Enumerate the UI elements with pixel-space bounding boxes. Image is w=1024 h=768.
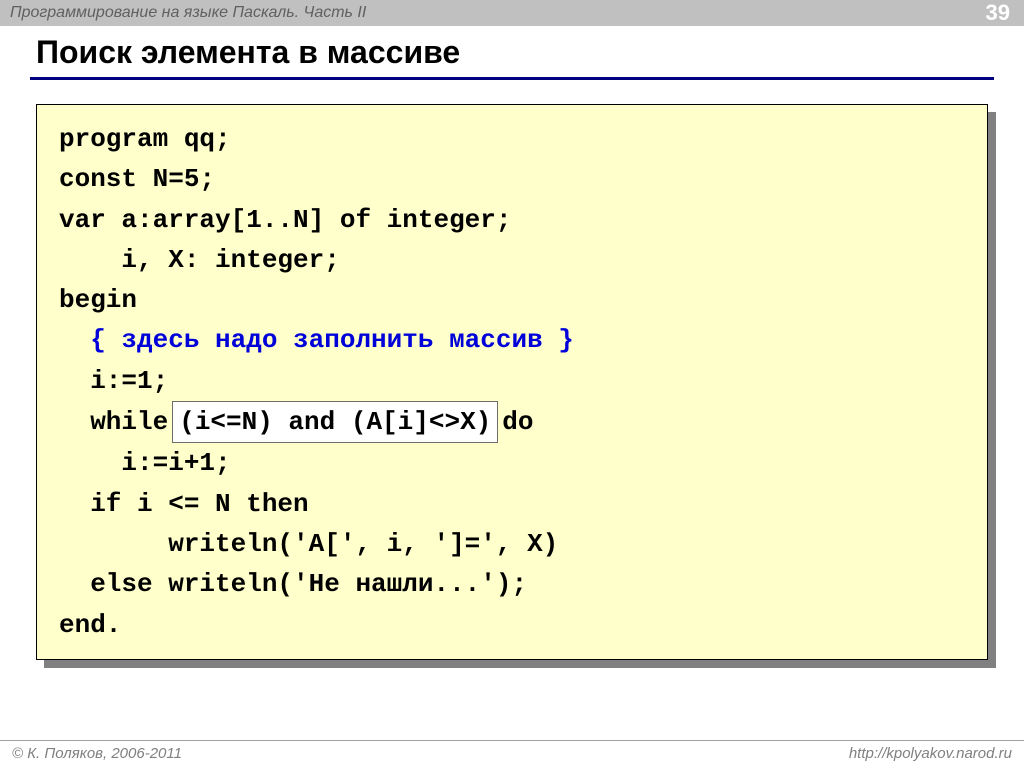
content-area: Поиск элемента в массиве program qq; con… [0,26,1024,740]
code-line: i:=i+1; [59,443,969,483]
header-title: Программирование на языке Паскаль. Часть… [10,4,366,22]
footer-copyright: © К. Поляков, 2006-2011 [12,745,182,762]
footer-bar: © К. Поляков, 2006-2011 http://kpolyakov… [0,740,1024,768]
code-line: if i <= N then [59,484,969,524]
code-block-wrap: program qq; const N=5; var a:array[1..N]… [36,104,988,660]
code-segment: do [502,407,533,437]
header-bar: Программирование на языке Паскаль. Часть… [0,0,1024,26]
code-line: begin [59,280,969,320]
code-line: writeln('A[', i, ']=', X) [59,524,969,564]
code-line: var a:array[1..N] of integer; [59,200,969,240]
code-segment: while [59,407,168,437]
code-line: i, X: integer; [59,240,969,280]
slide-title: Поиск элемента в массиве [30,30,994,80]
footer-url: http://kpolyakov.narod.ru [849,745,1012,762]
code-line: program qq; [59,119,969,159]
code-line: i:=1; [59,361,969,401]
page-number: 39 [986,0,1014,26]
code-line: while(i<=N) and (A[i]<>X)do [59,401,969,443]
code-comment: { здесь надо заполнить массив } [59,320,969,360]
code-block: program qq; const N=5; var a:array[1..N]… [36,104,988,660]
code-highlight: (i<=N) and (A[i]<>X) [172,401,498,443]
code-line: end. [59,605,969,645]
code-line: const N=5; [59,159,969,199]
code-line: else writeln('Не нашли...'); [59,564,969,604]
